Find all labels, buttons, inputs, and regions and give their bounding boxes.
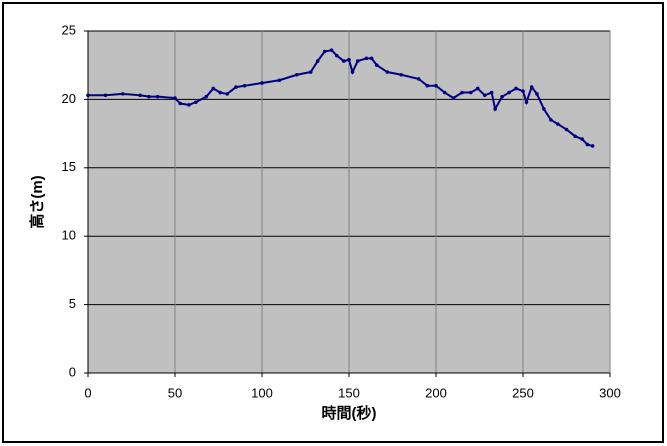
data-point — [385, 70, 390, 74]
data-point — [590, 144, 595, 148]
data-point — [524, 100, 529, 104]
data-point — [277, 78, 282, 83]
data-point — [204, 94, 209, 99]
data-point — [194, 100, 198, 104]
data-point — [347, 57, 351, 62]
data-point — [442, 90, 447, 95]
x-tick-label: 100 — [251, 385, 273, 400]
data-point — [425, 83, 430, 88]
data-point — [529, 85, 534, 89]
data-point — [573, 134, 577, 139]
data-point — [260, 81, 264, 85]
data-point — [218, 90, 223, 95]
data-point — [475, 86, 480, 91]
data-point — [564, 127, 569, 132]
data-point — [434, 83, 438, 88]
y-tick-label: 0 — [69, 364, 76, 379]
data-point — [308, 70, 313, 74]
data-point — [460, 90, 464, 95]
data-point — [155, 94, 160, 99]
data-point — [514, 86, 518, 91]
data-point — [187, 103, 191, 107]
data-point — [178, 101, 183, 106]
data-point — [507, 90, 511, 95]
data-point — [535, 92, 539, 96]
data-point — [500, 94, 504, 99]
data-point — [375, 63, 379, 67]
data-point — [350, 70, 355, 74]
data-point — [329, 48, 334, 52]
data-point — [580, 137, 584, 141]
data-point — [521, 89, 525, 93]
data-point — [493, 107, 497, 111]
data-point — [322, 49, 327, 54]
y-tick-label: 25 — [62, 22, 76, 37]
data-point — [355, 59, 360, 63]
data-point — [173, 96, 177, 100]
data-point — [147, 94, 151, 99]
x-tick-label: 0 — [84, 385, 91, 400]
y-axis-title: 高さ(m) — [28, 175, 46, 228]
x-axis-title: 時間(秒) — [322, 404, 377, 422]
data-point — [242, 83, 247, 88]
data-point — [138, 93, 142, 98]
data-point — [295, 72, 299, 77]
data-point — [451, 96, 456, 100]
data-point — [225, 92, 229, 96]
data-point — [211, 86, 216, 91]
x-tick-label: 300 — [599, 385, 621, 400]
x-tick-label: 200 — [425, 385, 447, 400]
y-tick-label: 5 — [69, 296, 76, 311]
y-tick-label: 10 — [62, 228, 76, 243]
data-point — [399, 72, 404, 77]
x-tick-label: 50 — [168, 385, 182, 400]
data-point — [234, 85, 238, 89]
data-point — [86, 93, 90, 98]
y-tick-label: 20 — [62, 91, 76, 106]
data-point — [121, 92, 125, 96]
data-point — [549, 118, 553, 122]
data-point — [364, 56, 369, 61]
data-point — [469, 90, 473, 95]
y-tick-label: 15 — [62, 159, 76, 174]
data-point — [482, 93, 487, 98]
x-tick-label: 250 — [512, 385, 534, 400]
data-point — [341, 59, 346, 63]
data-point — [542, 107, 546, 111]
data-point — [335, 53, 339, 58]
data-point — [369, 56, 374, 61]
data-point — [103, 93, 108, 98]
data-point — [556, 122, 560, 126]
data-point — [585, 142, 590, 147]
data-point — [315, 59, 320, 63]
data-point — [489, 90, 494, 95]
data-point — [416, 77, 421, 81]
x-tick-label: 150 — [338, 385, 360, 400]
